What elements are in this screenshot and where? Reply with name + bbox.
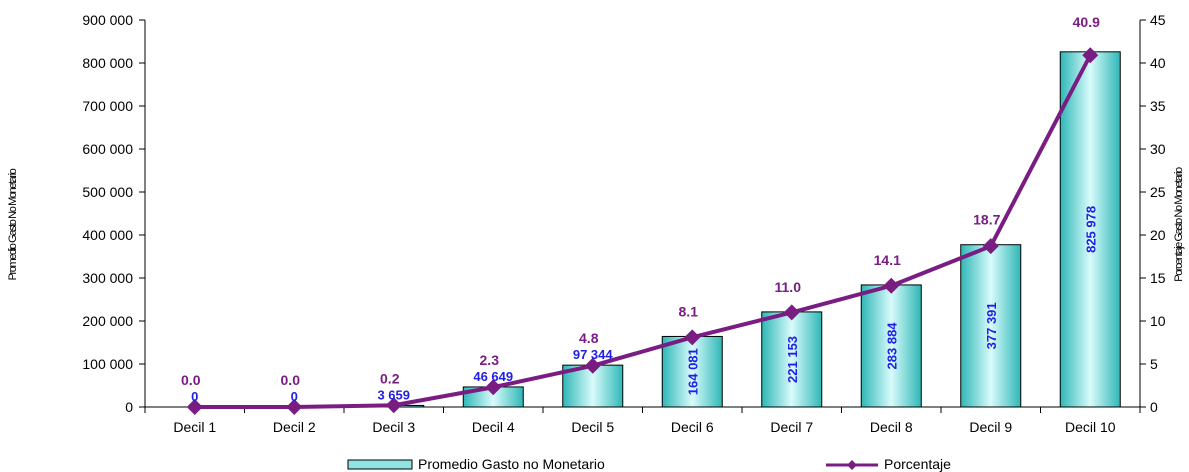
y2-tick-label: 10 [1150, 313, 1166, 329]
x-tick-label: Decil 4 [472, 419, 515, 435]
percentage-marker [883, 277, 900, 294]
bar-value-label: 0 [191, 389, 198, 404]
y2-tick-label: 5 [1150, 356, 1158, 372]
y-tick-label: 600 000 [82, 141, 133, 157]
percentage-marker [684, 329, 701, 346]
bar-value-label: 283 884 [884, 322, 899, 370]
labels-layer: 0 0 3 659 46 649 97 344 164 081 221 153 283 884… [181, 14, 1100, 404]
legend-line-marker [847, 460, 857, 470]
y-tick-label: 700 000 [82, 98, 133, 114]
axes-layer: 0 100 000 200 000 300 000 400 000 500 000 600 … [82, 12, 1165, 435]
percentage-value-label: 14.1 [874, 252, 901, 268]
percentage-line [194, 54, 1093, 409]
x-tick-label: Decil 5 [571, 419, 614, 435]
y2-tick-label: 15 [1150, 270, 1166, 286]
percentage-marker [1082, 47, 1099, 64]
y2-tick-label: 0 [1150, 399, 1158, 415]
percentage-value-label: 0.0 [181, 372, 201, 388]
percentage-marker [783, 304, 800, 321]
percentage-value-label: 18.7 [973, 212, 1000, 228]
percentage-value-label: 2.3 [480, 352, 500, 368]
x-tick-label: Decil 10 [1065, 419, 1116, 435]
y2-tick-label: 20 [1150, 227, 1166, 243]
bar-value-label: 825 978 [1083, 206, 1098, 253]
legend: Promedio Gasto no Monetario Porcentaje [347, 456, 951, 472]
y2-tick-label: 25 [1150, 184, 1166, 200]
x-tick-label: Decil 3 [372, 419, 415, 435]
x-tick-label: Decil 7 [770, 419, 813, 435]
percentage-value-label: 4.8 [579, 330, 599, 346]
percentage-value-label: 0.0 [281, 372, 301, 388]
bars-layer [363, 51, 1121, 408]
y-tick-label: 200 000 [82, 313, 133, 329]
percentage-marker [485, 379, 502, 396]
y-tick-label: 100 000 [82, 356, 133, 372]
y-axis-title: Promedio Gasto No Monetario [7, 168, 19, 280]
y-tick-label: 900 000 [82, 12, 133, 28]
percentage-value-label: 0.2 [380, 370, 400, 386]
percentage-value-label: 11.0 [775, 279, 802, 295]
legend-line-label: Porcentaje [884, 456, 951, 472]
legend-bar-label: Promedio Gasto no Monetario [418, 456, 605, 472]
bar-value-label: 0 [291, 389, 298, 404]
bar-value-label: 97 344 [573, 347, 614, 362]
bar-6 [661, 335, 723, 408]
x-tick-label: Decil 1 [173, 419, 216, 435]
bar-value-label: 3 659 [377, 387, 410, 402]
y2-tick-label: 40 [1150, 55, 1166, 71]
percentage-marker [385, 397, 402, 414]
x-tick-label: Decil 2 [273, 419, 316, 435]
percentage-marker [186, 399, 203, 415]
x-tick-label: Decil 8 [870, 419, 913, 435]
y2-tick-label: 35 [1150, 98, 1166, 114]
y-tick-label: 800 000 [82, 55, 133, 71]
line-layer [186, 47, 1099, 415]
x-tick-label: Decil 6 [671, 419, 714, 435]
y-tick-label: 300 000 [82, 270, 133, 286]
percentage-value-label: 40.9 [1073, 14, 1100, 30]
y2-axis-title: Porcentaje Gasto No Monetario [1173, 167, 1185, 282]
bar-value-label: 46 649 [473, 369, 513, 384]
bar-value-label: 221 153 [785, 336, 800, 383]
y-tick-label: 500 000 [82, 184, 133, 200]
percentage-value-label: 8.1 [679, 303, 699, 319]
bar-value-label: 377 391 [984, 302, 999, 349]
percentage-marker [982, 238, 999, 255]
percentage-marker [286, 399, 303, 415]
y2-tick-label: 30 [1150, 141, 1166, 157]
y-tick-label: 0 [125, 399, 133, 415]
y-tick-label: 400 000 [82, 227, 133, 243]
y2-tick-label: 45 [1150, 12, 1166, 28]
bar-value-label: 164 081 [685, 348, 700, 395]
x-tick-label: Decil 9 [969, 419, 1012, 435]
percentage-marker [584, 357, 601, 374]
legend-bar-swatch [347, 459, 413, 470]
